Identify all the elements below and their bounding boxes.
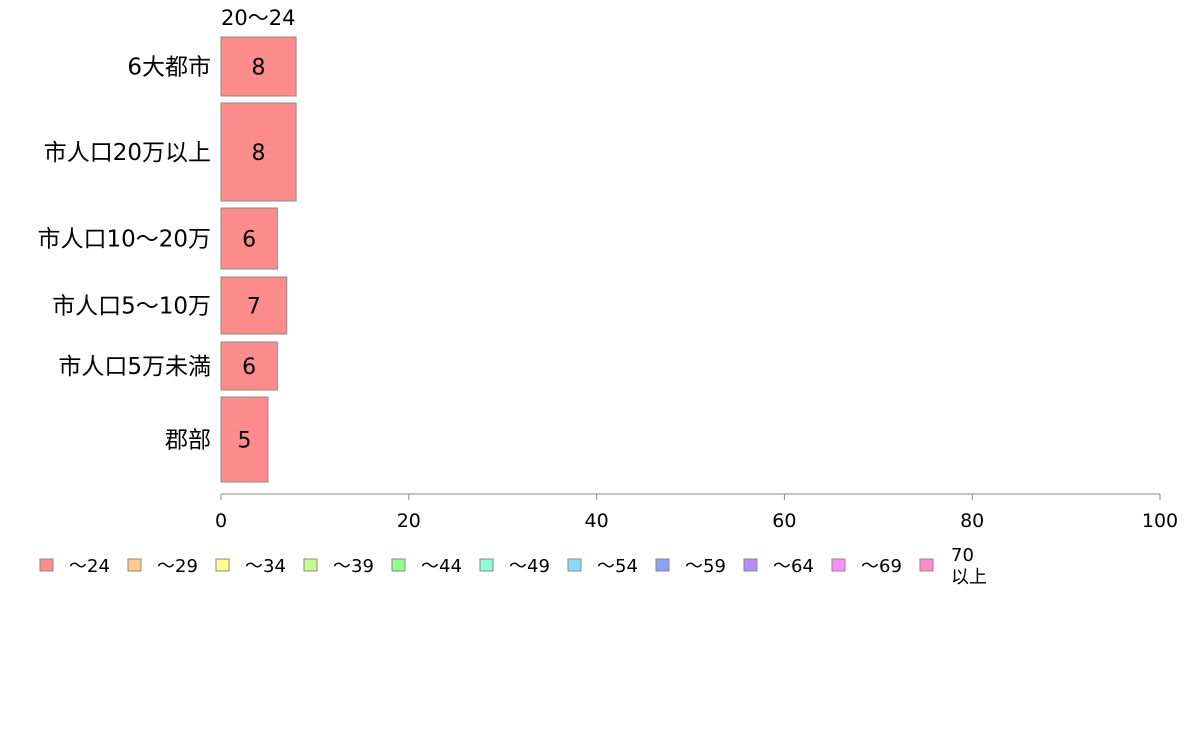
legend-label: 〜24 <box>69 556 110 577</box>
legend-swatch <box>391 558 406 572</box>
legend-item: 〜49 <box>479 556 550 577</box>
x-tick-label: 40 <box>585 510 609 532</box>
legend-swatch <box>127 558 142 572</box>
legend-swatch <box>743 558 758 572</box>
legend-label: 〜64 <box>773 556 814 577</box>
legend-item: 〜39 <box>303 556 374 577</box>
x-tick-label: 0 <box>215 510 227 532</box>
x-tick-label: 20 <box>397 510 421 532</box>
legend-swatch <box>655 558 670 572</box>
legend-swatch <box>919 558 934 572</box>
bar <box>220 276 288 335</box>
bar-value-label: 8 <box>252 141 266 166</box>
legend-label: 〜49 <box>509 556 550 577</box>
bar <box>220 36 297 97</box>
x-tick-label: 60 <box>772 510 796 532</box>
legend-swatch <box>831 558 846 572</box>
legend-item: 〜64 <box>743 556 814 577</box>
bar <box>220 207 278 270</box>
legend-item: 〜44 <box>391 556 462 577</box>
legend-item: 〜34 <box>215 556 286 577</box>
bar-value-label: 5 <box>237 429 251 454</box>
legend-swatch <box>39 558 54 572</box>
legend-label: 〜69 <box>861 556 902 577</box>
bar <box>220 396 269 483</box>
category-label: 6大都市 <box>127 55 211 81</box>
x-tick-label: 80 <box>960 510 984 532</box>
legend-item: 〜24 <box>39 556 110 577</box>
legend-item: 〜69 <box>831 556 902 577</box>
legend-label: 〜39 <box>333 556 374 577</box>
bar <box>220 341 278 391</box>
category-label: 郡部 <box>165 428 211 454</box>
legend-label: 〜29 <box>157 556 198 577</box>
legend-swatch <box>479 558 494 572</box>
category-label: 市人口5〜10万 <box>52 294 211 320</box>
series-header: 20〜24 <box>221 6 295 30</box>
x-tick-label: 100 <box>1142 510 1178 532</box>
x-axis: 0 20 40 60 80 100 <box>215 493 1178 532</box>
legend-label: 以上 <box>951 567 987 588</box>
bar-value-label: 8 <box>252 56 266 81</box>
bar-value-label: 6 <box>242 355 256 380</box>
legend-item: 〜29 <box>127 556 198 577</box>
bar-value-label: 7 <box>247 295 261 320</box>
legend-item: 〜59 <box>655 556 726 577</box>
legend-label: 〜59 <box>685 556 726 577</box>
legend-label: 〜34 <box>245 556 286 577</box>
legend-item: 〜54 <box>567 556 638 577</box>
legend-label: 70 <box>951 545 974 566</box>
category-label: 市人口10〜20万 <box>37 227 211 253</box>
bars-layer: 20〜24 8 6大都市 8 市人口20万以上 6 市人口10〜20万 7 市人口5〜10万 6 市… <box>37 6 297 483</box>
legend-label: 〜44 <box>421 556 462 577</box>
bar <box>220 102 297 202</box>
legend-swatch <box>215 558 230 572</box>
category-label: 市人口20万以上 <box>44 140 211 166</box>
legend-swatch <box>567 558 582 572</box>
category-label: 市人口5万未満 <box>58 354 211 380</box>
bar-value-label: 6 <box>242 228 256 253</box>
legend-swatch <box>303 558 318 572</box>
legend-label: 〜54 <box>597 556 638 577</box>
